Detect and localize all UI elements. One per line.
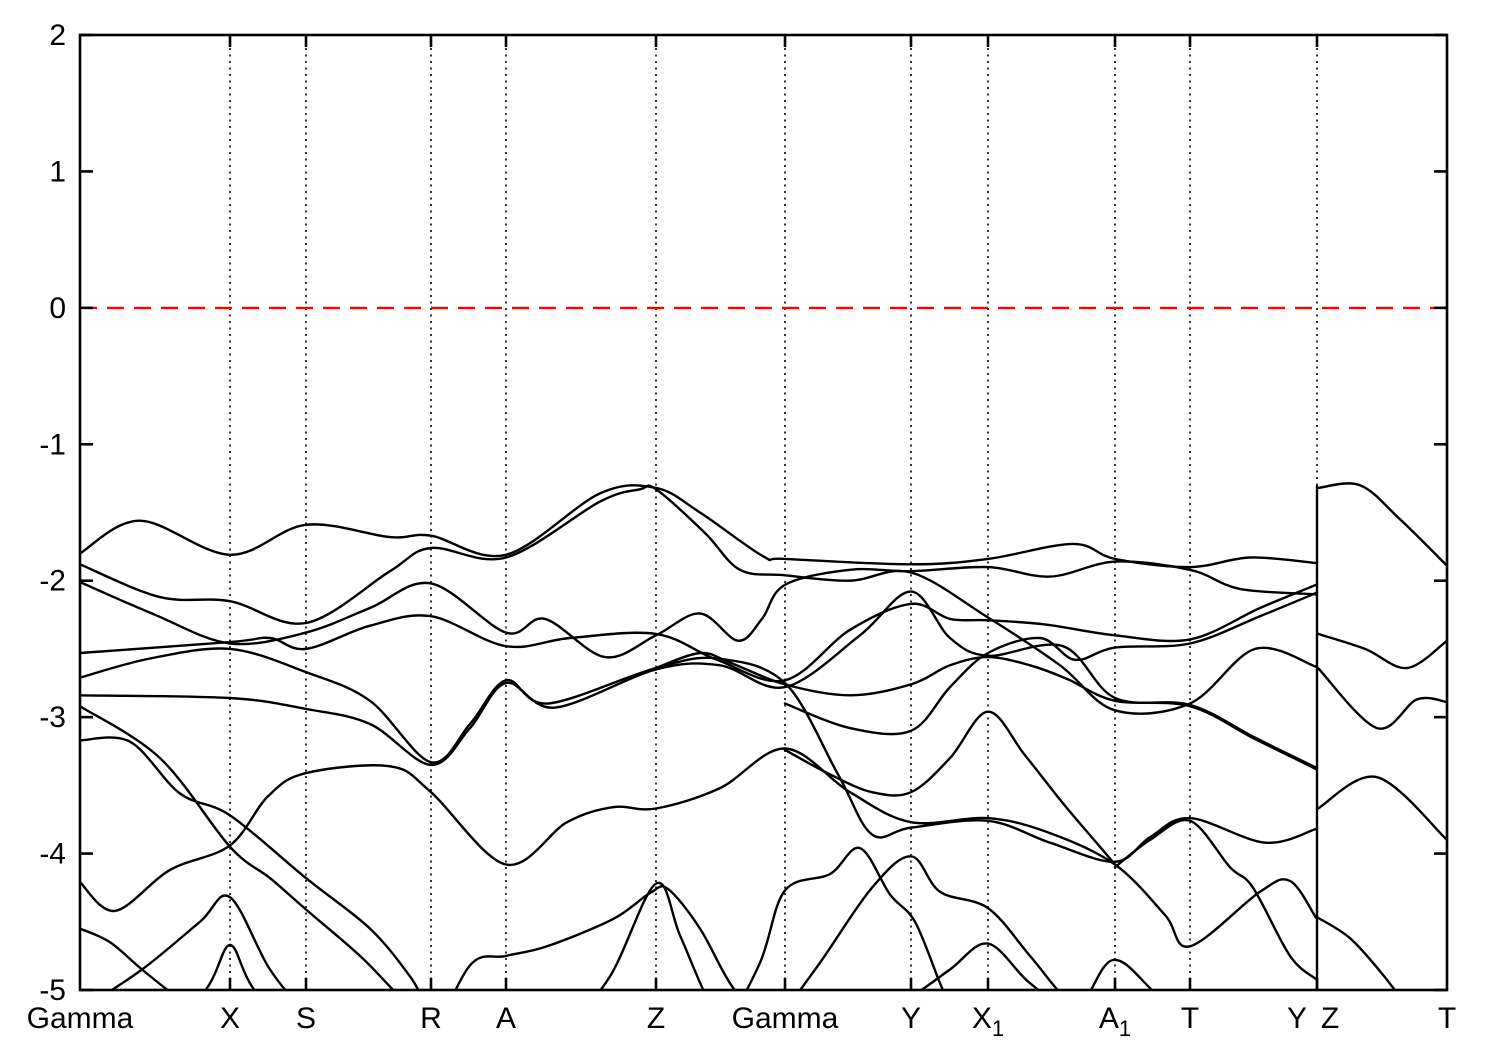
- band-line: [454, 885, 736, 990]
- band-line: [109, 894, 287, 990]
- band-line: [1316, 916, 1397, 990]
- band-line: [80, 484, 1318, 569]
- x-axis-symmetry-label: Gamma: [27, 1002, 134, 1035]
- x-axis-symmetry-label: X1: [972, 1002, 1004, 1041]
- band-line: [745, 846, 945, 990]
- y-axis-tick-label: 2: [49, 19, 66, 52]
- y-axis-tick-label: 1: [49, 155, 66, 188]
- band-line: [1316, 632, 1447, 670]
- bands-group: [80, 482, 1447, 990]
- x-axis-symmetry-label: A1: [1099, 1002, 1131, 1041]
- plot-border: [78, 33, 1449, 992]
- band-line: [80, 484, 1318, 715]
- band-line: [654, 651, 1318, 771]
- x-axis-symmetry-label: Z: [1321, 1002, 1339, 1035]
- band-line: [80, 583, 1318, 683]
- x-axis-symmetry-label: Z: [647, 1002, 665, 1035]
- band-line: [1113, 818, 1318, 981]
- y-axis-tick-label: -1: [39, 428, 66, 461]
- x-axis-symmetry-label: R: [420, 1002, 442, 1035]
- band-line: [1316, 775, 1447, 842]
- band-line: [80, 736, 420, 990]
- x-axis-symmetry-label: Gamma: [732, 1002, 839, 1035]
- band-line: [80, 705, 1154, 990]
- band-line: [783, 710, 1117, 866]
- band-line: [1316, 482, 1447, 567]
- x-axis-symmetry-label: Y: [1287, 1002, 1307, 1035]
- x-axis-symmetry-label: A: [496, 1002, 516, 1035]
- y-axis-tick-label: 0: [49, 292, 66, 325]
- band-line: [204, 943, 256, 990]
- band-line: [783, 591, 1318, 736]
- y-axis-tick-label: -2: [39, 565, 66, 598]
- band-line: [80, 747, 1318, 948]
- x-axis-symmetry-label: X: [220, 1002, 240, 1035]
- y-axis-tick-label: -3: [39, 701, 66, 734]
- band-line: [1316, 666, 1447, 730]
- y-axis-tick-label: -5: [39, 974, 66, 1007]
- band-line: [80, 590, 1318, 769]
- y-axis-tick-label: -4: [39, 838, 66, 871]
- x-axis-symmetry-label: T: [1438, 1002, 1456, 1035]
- band-line: [798, 855, 1060, 990]
- band-line: [599, 881, 705, 990]
- x-axis-symmetry-label: T: [1181, 1002, 1199, 1035]
- x-axis-symmetry-label: Y: [901, 1002, 921, 1035]
- x-axis-symmetry-label: S: [296, 1002, 316, 1035]
- band-line: [80, 560, 1318, 659]
